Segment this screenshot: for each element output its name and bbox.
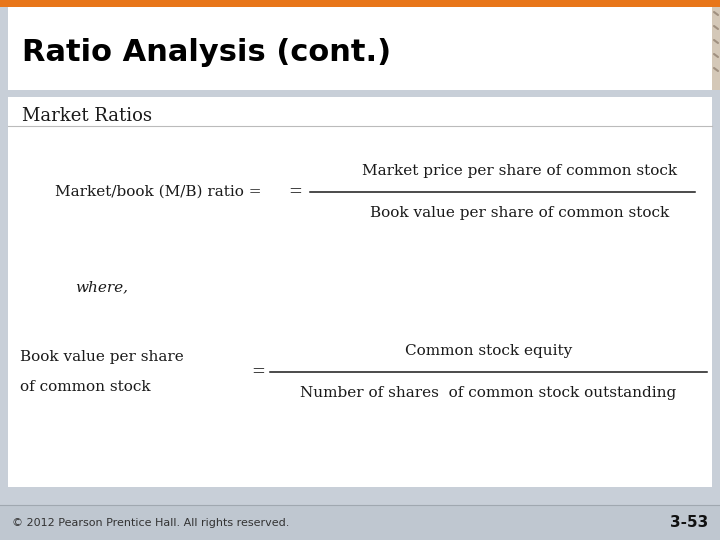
Text: Ratio Analysis (cont.): Ratio Analysis (cont.) [22, 38, 391, 67]
Text: where,: where, [75, 280, 128, 294]
Text: 3-53: 3-53 [670, 515, 708, 530]
Text: Market price per share of common stock: Market price per share of common stock [362, 164, 678, 178]
Bar [8, 97, 712, 487]
Bar [712, 7, 720, 90]
Text: Market/book (M/B) ratio =: Market/book (M/B) ratio = [55, 185, 261, 199]
Bar [0, 0, 720, 7]
Text: =: = [288, 184, 302, 200]
Text: Book value per share: Book value per share [20, 350, 184, 364]
Text: Common stock equity: Common stock equity [405, 344, 572, 358]
Text: © 2012 Pearson Prentice Hall. All rights reserved.: © 2012 Pearson Prentice Hall. All rights… [12, 517, 289, 528]
Text: Book value per share of common stock: Book value per share of common stock [370, 206, 670, 220]
Text: Market Ratios: Market Ratios [22, 107, 152, 125]
Bar [8, 7, 712, 90]
Text: Number of shares  of common stock outstanding: Number of shares of common stock outstan… [300, 386, 677, 400]
Bar [0, 90, 720, 97]
Bar [712, 7, 720, 90]
Bar [0, 505, 720, 540]
Text: =: = [251, 363, 265, 381]
Text: of common stock: of common stock [20, 380, 150, 394]
